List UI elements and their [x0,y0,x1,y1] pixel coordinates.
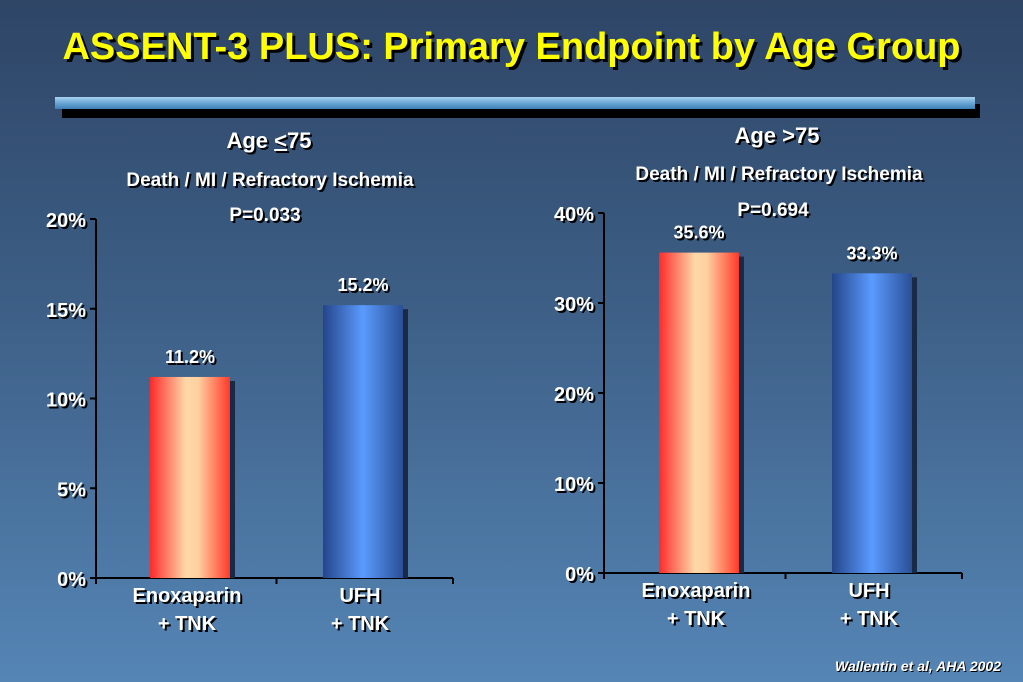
left-category-label-0-0: Enoxaparin [133,585,242,607]
left-y-tick-label-4: 20% [46,210,86,232]
title-divider [55,97,975,109]
left-age-prefix: Age [226,128,275,153]
left-bar-value-label-0-shadow: 11.2% [167,349,217,369]
right-bar-value-label-1-group: 33.3%33.3% [846,243,899,265]
right-endpoint-label: Death / MI / Refractory Ischemia [635,164,923,185]
right-y-tick-label-0-group: 0%0% [565,564,596,588]
left-y-tick-label-3-shadow: 15% [48,302,88,324]
left-y-tick-label-0-group: 0%0% [57,569,88,593]
right-y-tick-label-0-shadow: 0% [567,566,596,588]
right-y-tick-label-3-group: 30%30% [554,294,596,318]
right-y-tick-label-0: 0% [565,564,594,586]
right-bar-value-label-0: 35.6% [673,223,724,243]
right-y-tick-label-4-group: 40%40% [554,204,596,228]
right-category-label-1-1-group: + TNK+ TNK [840,608,901,632]
right-category-label-0-0: Enoxaparin [642,580,751,602]
left-category-label-1-1-group: + TNK+ TNK [331,613,392,637]
left-category-label-0-1: + TNK [158,613,217,635]
right-y-tick-label-1-group: 10%10% [554,474,596,498]
left-y-tick-label-4-group: 20%20% [46,210,88,234]
left-category-label-1-0: UFH [339,585,380,607]
right-category-label-1-0-shadow: UFH [850,582,891,604]
right-bar-0 [659,252,739,573]
right-y-tick-label-1-shadow: 10% [556,476,596,498]
left-y-tick-label-1-group: 5%5% [57,479,88,503]
right-bar-value-label-1-shadow: 33.3% [848,245,899,265]
right-bar-1 [832,273,912,573]
left-bar-1 [323,305,403,578]
right-bar-value-label-0-shadow: 35.6% [675,225,726,245]
left-endpoint-label: Death / MI / Refractory Ischemia [126,170,414,191]
left-bar-value-label-0: 11.2% [165,347,215,367]
left-category-label-0-1-group: + TNK+ TNK [158,613,219,637]
left-category-label-1-0-shadow: UFH [341,587,382,609]
left-category-label-0-0-shadow: Enoxaparin [135,587,244,609]
right-y-tick-label-2-group: 20%20% [554,384,596,408]
right-bar-value-label-0-group: 35.6%35.6% [673,223,726,245]
right-y-tick-label-4: 40% [554,204,594,226]
right-category-label-1-1: + TNK [840,608,899,630]
right-y-tick-label-3-shadow: 30% [556,296,596,318]
right-age-prefix: Age [734,123,783,148]
left-y-tick-label-4-shadow: 20% [48,212,88,234]
left-y-tick-label-2-shadow: 10% [48,392,88,414]
right-category-label-1-0: UFH [848,580,889,602]
right-bar-value-label-1: 33.3% [846,243,897,263]
right-category-label-0-0-shadow: Enoxaparin [644,582,753,604]
right-age-header: Age >75 [677,123,877,149]
right-y-tick-label-1: 10% [554,474,594,496]
left-bar-value-label-1-shadow: 15.2% [339,277,390,297]
left-y-tick-label-1: 5% [57,479,86,501]
left-y-tick-label-3: 15% [46,300,86,322]
left-category-label-1-1-shadow: + TNK [333,615,392,637]
left-bar-value-label-1: 15.2% [337,275,388,295]
right-y-tick-label-3: 30% [554,294,594,316]
right-p-value: P=0.694 [737,200,809,221]
right-y-tick-label-2: 20% [554,384,594,406]
right-y-tick-label-2-shadow: 20% [556,386,596,408]
right-y-tick-label-4-shadow: 40% [556,206,596,228]
left-y-tick-label-3-group: 15%15% [46,300,88,324]
left-category-label-1-1: + TNK [331,613,390,635]
left-y-tick-label-1-shadow: 5% [59,481,88,503]
left-category-label-0-1-shadow: + TNK [160,615,219,637]
left-y-tick-label-2: 10% [46,390,86,412]
right-age-value: 75 [795,123,820,148]
left-bar-value-label-0-group: 11.2%11.2% [165,347,217,369]
left-p-value: P=0.033 [229,205,301,226]
left-bar-0 [150,376,230,578]
left-bar-value-label-1-group: 15.2%15.2% [337,275,390,297]
right-category-label-0-1-shadow: + TNK [669,610,728,632]
left-y-tick-label-0-shadow: 0% [59,571,88,593]
right-category-label-1-1-shadow: + TNK [842,610,901,632]
right-category-label-0-1-group: + TNK+ TNK [667,608,728,632]
left-age-header: Age <75 [169,128,369,154]
slide-title: ASSENT-3 PLUS: Primary Endpoint by Age G… [62,26,961,68]
left-y-tick-label-2-group: 10%10% [46,390,88,414]
right-age-symbol: > [782,123,796,148]
citation: Wallentin et al, AHA 2002 [835,658,1001,674]
left-age-value: 75 [287,128,312,153]
left-age-symbol: < [274,128,288,153]
right-category-label-0-1: + TNK [667,608,726,630]
left-y-tick-label-0: 0% [57,569,86,591]
